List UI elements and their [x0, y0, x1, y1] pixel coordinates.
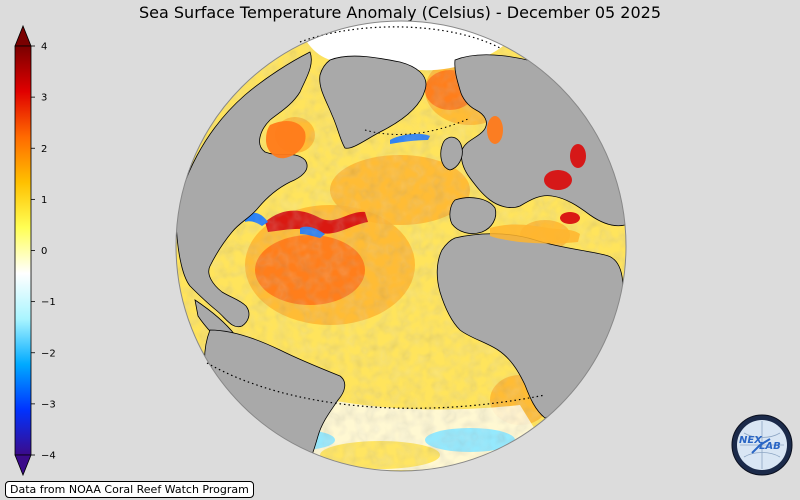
colorbar-tick-label: 0 [41, 246, 47, 257]
land-iberia [449, 197, 497, 234]
baltic-anomaly [487, 116, 503, 144]
logo-text-top: NEX [739, 435, 763, 446]
colorbar-tick-label: 2 [41, 144, 47, 155]
land-antarctic-hint [249, 469, 312, 471]
hudson-bay [266, 120, 306, 159]
colorbar-tick-label: 1 [41, 195, 47, 206]
land-africa [436, 233, 624, 419]
colorbar-tick-label: −2 [41, 348, 56, 359]
colorbar-tick-label: −1 [41, 297, 56, 308]
colorbar-tick-label: −4 [41, 451, 56, 462]
mediterranean [490, 224, 580, 244]
colorbar-tick-label: 4 [41, 42, 47, 53]
land-greenland [319, 55, 427, 149]
land-british-isles [440, 136, 463, 171]
map-title: Sea Surface Temperature Anomaly (Celsius… [139, 3, 661, 22]
black-sea-anomaly [544, 170, 572, 190]
data-credit: Data from NOAA Coral Reef Watch Program [5, 481, 254, 498]
caspian-anomaly [570, 144, 586, 168]
logo-check-mark [751, 438, 771, 454]
logo-globe-grid [740, 421, 784, 469]
globe-outline [175, 20, 627, 472]
colorbar-tick-label: −3 [41, 399, 56, 410]
colorbar-tick-label: 3 [41, 93, 47, 104]
east-med-anomaly [560, 212, 580, 224]
logo-text-bottom: LAB [759, 441, 781, 452]
colorbar-ticks: 4 3 2 1 0 −1 −2 −3 −4 [31, 42, 56, 462]
nex-lab-logo: NEX LAB [731, 414, 793, 476]
graticule-arc [364, 117, 471, 135]
land-north-america [176, 51, 312, 328]
colorbar-bottom-extend [14, 454, 32, 477]
